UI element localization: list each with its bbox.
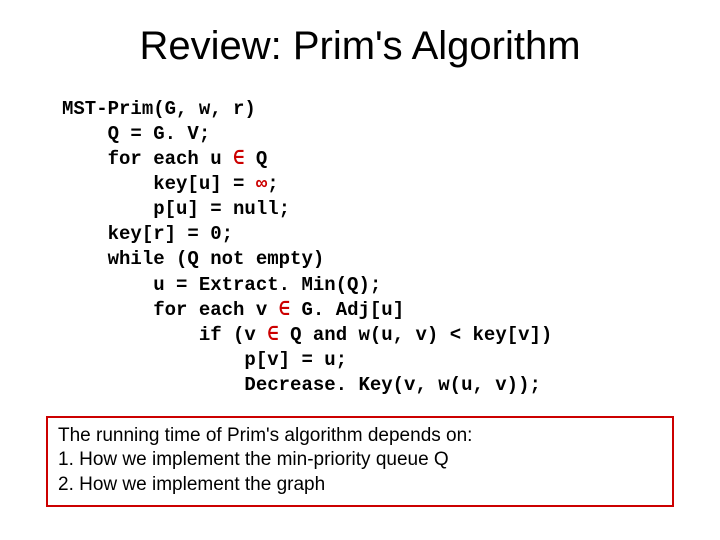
code-line-2: Q = G. V;	[62, 123, 210, 145]
code-line-1: MST-Prim(G, w, r)	[62, 98, 256, 120]
element-of-symbol: ∈	[267, 324, 278, 346]
page-title: Review: Prim's Algorithm	[0, 0, 720, 97]
code-line-9b: G. Adj[u]	[290, 299, 404, 321]
code-line-4a: key[u] =	[62, 173, 256, 195]
note-line-2: 1. How we implement the min-priority que…	[58, 448, 662, 472]
code-line-10a: if (v	[62, 324, 267, 346]
code-line-3a: for each u	[62, 148, 233, 170]
element-of-symbol: ∈	[279, 299, 290, 321]
pseudocode-block: MST-Prim(G, w, r) Q = G. V; for each u ∈…	[0, 97, 720, 398]
note-line-3: 2. How we implement the graph	[58, 473, 662, 497]
running-time-note: The running time of Prim's algorithm dep…	[46, 416, 674, 507]
code-line-12: Decrease. Key(v, w(u, v));	[62, 374, 541, 396]
code-line-4b: ;	[267, 173, 278, 195]
code-line-7: while (Q not empty)	[62, 248, 324, 270]
code-line-5: p[u] = null;	[62, 198, 290, 220]
code-line-3b: Q	[244, 148, 267, 170]
code-line-8: u = Extract. Min(Q);	[62, 274, 381, 296]
infinity-symbol: ∞	[256, 173, 267, 195]
note-line-1: The running time of Prim's algorithm dep…	[58, 424, 662, 448]
code-line-6: key[r] = 0;	[62, 223, 233, 245]
code-line-9a: for each v	[62, 299, 279, 321]
element-of-symbol: ∈	[233, 148, 244, 170]
code-line-10b: Q and w(u, v) < key[v])	[279, 324, 553, 346]
code-line-11: p[v] = u;	[62, 349, 347, 371]
